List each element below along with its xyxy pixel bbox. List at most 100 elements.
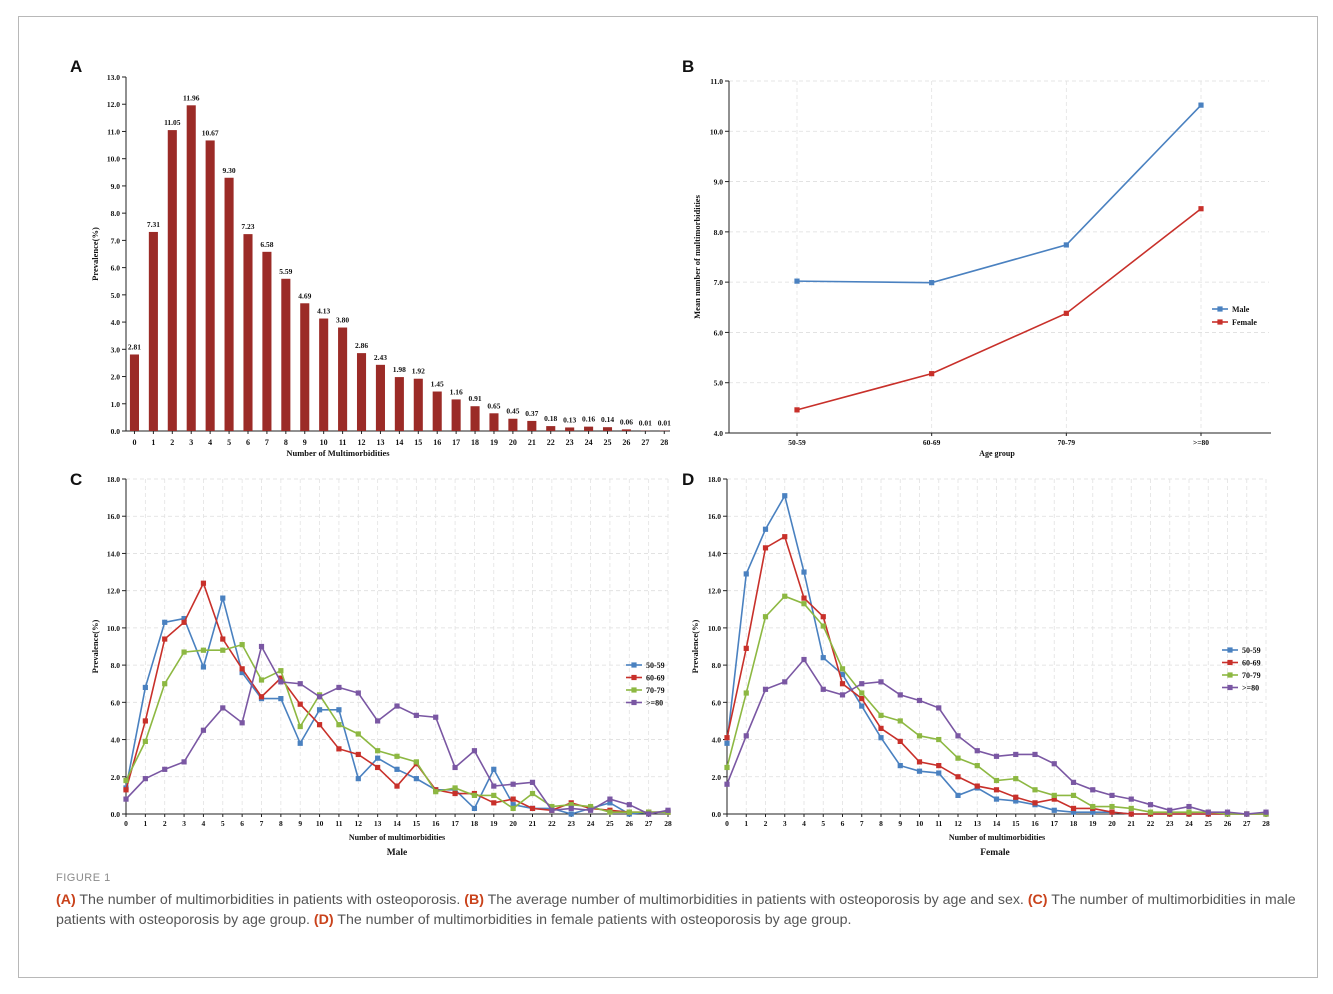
x-tick-label: 6 <box>246 438 250 447</box>
data-point <box>471 792 478 798</box>
data-point <box>452 785 458 791</box>
data-point <box>529 790 536 797</box>
data-point <box>239 720 245 726</box>
data-point <box>297 681 303 687</box>
data-label: 1.45 <box>431 380 444 389</box>
data-point <box>1051 796 1057 802</box>
data-point <box>839 671 846 678</box>
data-point <box>433 789 439 795</box>
x-tick-label: 27 <box>1243 819 1251 828</box>
x-tick-label: 12 <box>954 819 962 828</box>
data-point <box>878 679 884 685</box>
y-tick-label: 14.0 <box>107 549 120 558</box>
bar <box>508 418 518 431</box>
y-tick-label: 16.0 <box>708 512 721 521</box>
x-tick-label: 24 <box>1185 819 1193 828</box>
x-tick-label: 21 <box>1128 819 1136 828</box>
data-point <box>162 766 168 772</box>
data-point <box>1051 792 1057 798</box>
data-point <box>607 796 613 802</box>
bar <box>470 406 480 431</box>
data-label: 0.06 <box>620 417 633 426</box>
data-point <box>955 733 961 739</box>
data-point <box>162 636 168 642</box>
data-point <box>724 740 730 746</box>
bar <box>167 130 177 431</box>
x-tick-label: 14 <box>395 438 403 447</box>
y-tick-label: 9.0 <box>111 182 121 191</box>
data-point <box>820 623 826 629</box>
data-point <box>491 800 497 806</box>
data-label: 2.81 <box>128 342 141 351</box>
data-point <box>1070 779 1077 785</box>
y-tick-label: 8.0 <box>111 209 121 218</box>
data-point <box>278 675 284 681</box>
y-tick-label: 0.0 <box>111 810 121 819</box>
x-tick-label: 23 <box>567 819 575 828</box>
data-point <box>993 796 1000 802</box>
data-point <box>897 718 903 724</box>
data-point <box>200 647 207 653</box>
caption-text-b: The average number of multimorbidities i… <box>483 892 1028 908</box>
data-point <box>794 278 800 284</box>
data-point <box>549 807 555 813</box>
data-point <box>568 805 574 812</box>
data-point <box>142 684 148 691</box>
data-point <box>355 776 361 782</box>
data-point <box>297 701 303 707</box>
y-tick-label: 7.0 <box>714 278 724 287</box>
x-tick-label: 8 <box>279 819 283 828</box>
data-point <box>239 642 245 648</box>
data-label: 9.30 <box>223 166 236 175</box>
data-point <box>724 764 730 771</box>
bar <box>432 391 442 431</box>
x-tick-label: 15 <box>413 819 421 828</box>
data-point <box>974 783 980 789</box>
legend-label: 50-59 <box>1242 646 1261 655</box>
legend-marker <box>1227 647 1233 653</box>
x-tick-label: 24 <box>587 819 595 828</box>
series-line <box>796 104 1202 284</box>
data-label: 5.59 <box>279 267 292 276</box>
data-point <box>1063 310 1069 316</box>
x-tick-label: 26 <box>1224 819 1232 828</box>
y-tick-label: 12.0 <box>708 587 721 596</box>
x-tick-label: 14 <box>993 819 1001 828</box>
data-point <box>355 690 361 696</box>
data-point <box>839 692 846 698</box>
x-tick-label: 50-59 <box>788 438 806 447</box>
x-tick-label: 15 <box>414 438 422 447</box>
legend-marker <box>1227 672 1233 678</box>
y-tick-label: 13.0 <box>107 73 120 82</box>
x-tick-label: 18 <box>471 438 479 447</box>
data-point <box>375 764 381 771</box>
data-point <box>510 805 516 812</box>
y-tick-label: 16.0 <box>107 512 120 521</box>
legend-marker <box>631 674 637 681</box>
data-label: 0.01 <box>639 419 652 428</box>
data-point <box>510 781 516 787</box>
x-tick-label: 2 <box>764 819 768 828</box>
y-tick-label: 6.0 <box>714 328 724 337</box>
data-point <box>626 809 632 815</box>
data-point <box>162 681 168 687</box>
x-axis-title: Number of Multimorbidities <box>286 448 390 458</box>
x-tick-label: 16 <box>433 438 441 447</box>
data-point <box>433 714 439 720</box>
y-tick-label: 2.0 <box>712 773 722 782</box>
y-tick-label: 0.0 <box>111 427 121 436</box>
data-point <box>355 751 361 758</box>
data-point <box>394 766 400 772</box>
data-point <box>1013 794 1019 800</box>
x-tick-label: 15 <box>1012 819 1020 828</box>
data-point <box>142 718 148 724</box>
x-tick-label: 28 <box>1262 819 1270 828</box>
x-tick-label: 26 <box>622 438 630 447</box>
x-tick-label: 23 <box>1166 819 1174 828</box>
data-point <box>916 768 923 774</box>
data-point <box>336 746 342 752</box>
figure-caption: FIGURE 1 (A) The number of multimorbidit… <box>56 872 1321 930</box>
y-tick-label: 10.0 <box>708 624 721 633</box>
data-point <box>568 802 574 808</box>
x-tick-label: 4 <box>202 819 206 828</box>
